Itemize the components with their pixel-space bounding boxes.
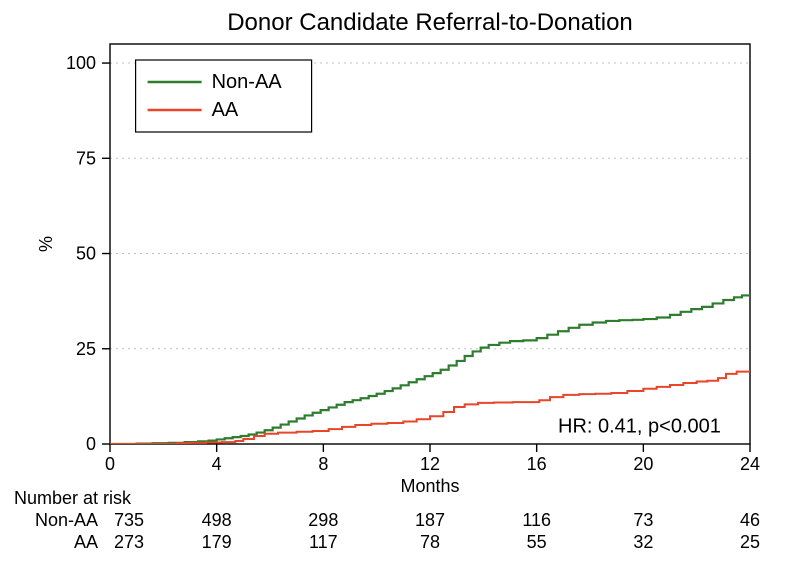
x-tick-label: 20 xyxy=(633,454,653,474)
risk-row-label-non-aa: Non-AA xyxy=(35,510,98,530)
y-tick-label: 25 xyxy=(76,339,96,359)
x-tick-label: 16 xyxy=(527,454,547,474)
risk-value: 735 xyxy=(114,510,144,530)
risk-value: 55 xyxy=(527,532,547,552)
x-tick-label: 12 xyxy=(420,454,440,474)
risk-value: 273 xyxy=(114,532,144,552)
chart-title: Donor Candidate Referral-to-Donation xyxy=(227,9,633,36)
risk-value: 25 xyxy=(740,532,760,552)
risk-value: 46 xyxy=(740,510,760,530)
legend-label-non-aa: Non-AA xyxy=(212,71,283,93)
risk-value: 116 xyxy=(522,510,551,530)
legend-label-aa: AA xyxy=(212,99,239,121)
y-tick-label: 100 xyxy=(66,53,96,73)
risk-value: 32 xyxy=(633,532,653,552)
risk-value: 498 xyxy=(202,510,232,530)
x-axis-label: Months xyxy=(400,476,459,496)
hr-annotation: HR: 0.41, p<0.001 xyxy=(558,416,721,438)
x-tick-label: 0 xyxy=(105,454,115,474)
risk-value: 187 xyxy=(415,510,445,530)
x-tick-label: 8 xyxy=(318,454,328,474)
y-tick-label: 75 xyxy=(76,148,96,168)
risk-value: 179 xyxy=(202,532,232,552)
risk-value: 78 xyxy=(420,532,440,552)
y-axis-label: % xyxy=(36,236,56,252)
risk-value: 73 xyxy=(633,510,653,530)
y-tick-label: 0 xyxy=(86,434,96,454)
risk-table-title: Number at risk xyxy=(14,488,132,508)
x-tick-label: 24 xyxy=(740,454,760,474)
risk-value: 298 xyxy=(308,510,338,530)
risk-value: 117 xyxy=(309,532,338,552)
x-tick-label: 4 xyxy=(212,454,222,474)
risk-row-label-aa: AA xyxy=(74,532,98,552)
y-tick-label: 50 xyxy=(76,244,96,264)
